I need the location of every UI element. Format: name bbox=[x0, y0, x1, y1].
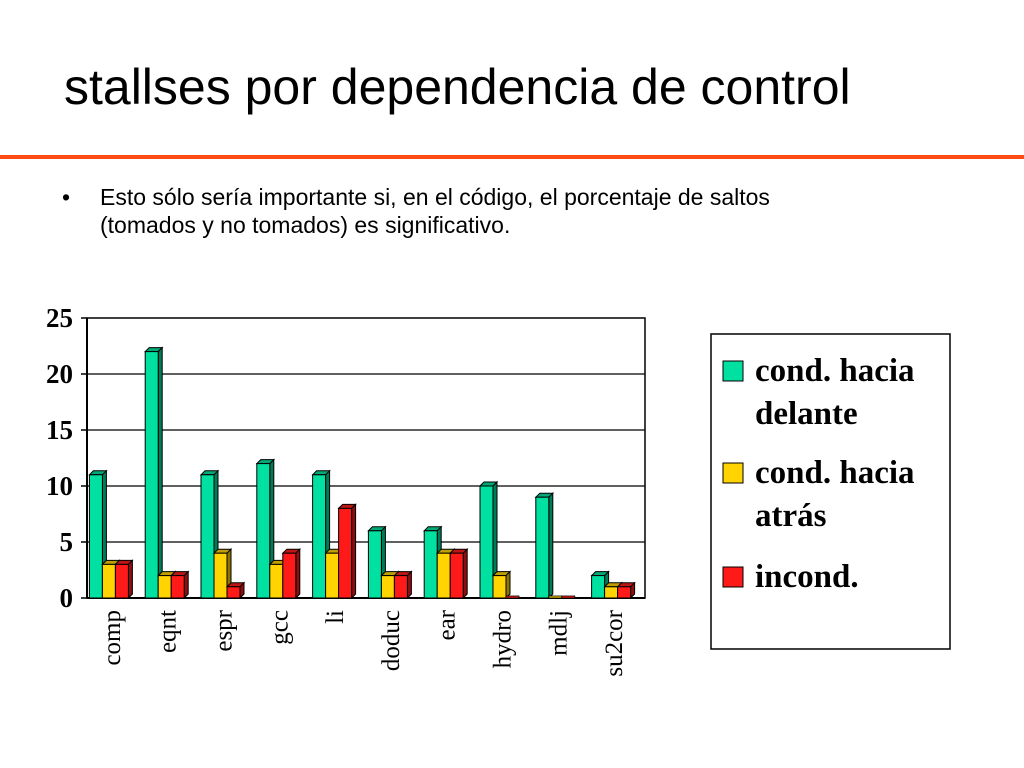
bar-front-face bbox=[338, 507, 353, 599]
bar-front-face bbox=[436, 552, 451, 599]
bar-front-face bbox=[479, 485, 494, 599]
bar-hydro-1 bbox=[478, 480, 499, 600]
bar-side-face bbox=[157, 346, 163, 600]
bar-comp-3 bbox=[114, 559, 134, 600]
bar-front-face bbox=[591, 575, 606, 599]
bar-su2cor-1 bbox=[590, 570, 610, 600]
legend-label: incond. bbox=[755, 559, 859, 595]
legend: cond. hacia delante cond. hacia atrás incond… bbox=[710, 333, 951, 650]
bar-eqnt-1 bbox=[143, 346, 164, 600]
bar-front-face bbox=[170, 575, 185, 599]
category-label: gcc bbox=[266, 610, 293, 645]
bar-side-face bbox=[406, 570, 412, 600]
bar-front-face bbox=[325, 552, 340, 599]
bar-front-face bbox=[423, 530, 438, 599]
legend-label: delante bbox=[755, 396, 858, 432]
bar-espr-3 bbox=[225, 581, 246, 600]
bar-hydro-3 bbox=[505, 595, 520, 599]
bullet-list: • Esto sólo sería importante si, en el c… bbox=[62, 183, 962, 239]
bar-front-face bbox=[449, 552, 464, 599]
bar-mdlj-2 bbox=[548, 595, 563, 599]
category-label: espr bbox=[211, 609, 238, 651]
category-label: mdlj bbox=[545, 610, 572, 656]
bar-espr-2 bbox=[212, 547, 233, 600]
bar-front-face bbox=[256, 463, 271, 599]
bar-hydro-2 bbox=[491, 570, 512, 600]
bar-front-face bbox=[200, 474, 215, 599]
y-tick-label: 25 bbox=[46, 303, 73, 333]
legend-entry-3: incond. bbox=[722, 559, 859, 595]
y-tick-label: 15 bbox=[46, 415, 73, 445]
bar-front-face bbox=[604, 586, 619, 599]
bar-front-face bbox=[380, 575, 395, 599]
category-label: su2cor bbox=[601, 609, 628, 676]
y-tick-label: 5 bbox=[60, 527, 74, 557]
bar-front-face bbox=[312, 474, 327, 599]
legend-label: cond. hacia bbox=[755, 353, 915, 389]
bar-front-face bbox=[226, 586, 241, 599]
slide-title: stallses por dependencia de control bbox=[64, 59, 851, 115]
category-label: li bbox=[322, 610, 349, 624]
bar-front-face bbox=[548, 595, 563, 599]
legend-label: cond. hacia bbox=[755, 455, 915, 491]
bar-doduc-3 bbox=[393, 570, 413, 600]
bar-side-face bbox=[295, 547, 301, 600]
legend-swatch bbox=[722, 462, 744, 484]
category-label: hydro bbox=[490, 610, 517, 668]
y-tick-label: 10 bbox=[46, 471, 73, 501]
bullet-item: • Esto sólo sería importante si, en el c… bbox=[62, 183, 962, 239]
bar-mdlj-3 bbox=[561, 595, 576, 599]
bar-front-face bbox=[282, 552, 297, 599]
bar-su2cor-3 bbox=[616, 581, 636, 600]
category-label: doduc bbox=[378, 610, 405, 671]
bullet-text-line-2: (tomados y no tomados) es significativo. bbox=[100, 212, 511, 238]
category-label: comp bbox=[99, 610, 126, 666]
bar-front-face bbox=[213, 552, 228, 599]
bar-eqnt-3 bbox=[169, 570, 190, 600]
bar-front-face bbox=[617, 586, 632, 599]
bar-side-face bbox=[505, 570, 511, 600]
bar-front-face bbox=[269, 563, 284, 599]
bar-side-face bbox=[351, 503, 357, 600]
bar-comp-1 bbox=[88, 469, 108, 600]
category-label: ear bbox=[434, 609, 461, 640]
title-divider bbox=[0, 155, 1024, 159]
bar-front-face bbox=[114, 563, 129, 599]
y-tick-label: 0 bbox=[60, 583, 74, 613]
bar-mdlj-1 bbox=[534, 491, 555, 600]
bar-li-3 bbox=[337, 503, 357, 600]
bar-front-face bbox=[144, 351, 159, 599]
bar-front-face bbox=[393, 575, 408, 599]
bar-front-face bbox=[535, 496, 550, 599]
plot-frame bbox=[86, 317, 646, 599]
legend-swatch bbox=[722, 566, 744, 588]
bar-gcc-3 bbox=[281, 547, 302, 600]
legend-entry-1: cond. hacia delante bbox=[722, 353, 915, 432]
bullet-text-line-1: Esto sólo sería importante si, en el cód… bbox=[100, 184, 770, 210]
bar-front-face bbox=[492, 575, 507, 599]
bar-front-face bbox=[101, 563, 116, 599]
legend-label: atrás bbox=[755, 498, 827, 534]
category-label: eqnt bbox=[155, 610, 182, 653]
bar-front-face bbox=[367, 530, 382, 599]
legend-box bbox=[710, 333, 951, 650]
legend-entry-2: cond. hacia atrás bbox=[722, 455, 915, 534]
bar-side-face bbox=[127, 559, 133, 600]
bullet-icon: • bbox=[62, 184, 71, 210]
bar-front-face bbox=[505, 595, 520, 599]
legend-swatch bbox=[722, 360, 744, 382]
bar-front-face bbox=[88, 474, 103, 599]
bar-side-face bbox=[183, 570, 189, 600]
y-tick-label: 20 bbox=[46, 359, 73, 389]
bar-ear-3 bbox=[448, 547, 469, 600]
bar-side-face bbox=[462, 547, 468, 600]
bar-front-face bbox=[561, 595, 576, 599]
bar-side-face bbox=[548, 491, 554, 600]
bar-front-face bbox=[157, 575, 172, 599]
